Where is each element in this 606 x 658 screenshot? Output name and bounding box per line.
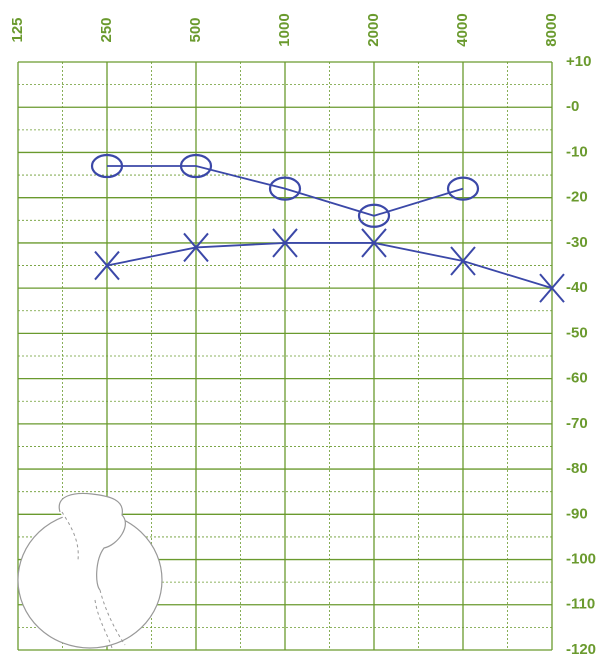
- y-tick-label: -100: [566, 551, 596, 568]
- y-tick-label: -10: [566, 143, 588, 160]
- y-tick-label: -70: [566, 415, 588, 432]
- series-line: [106, 242, 553, 290]
- y-tick-label: -50: [566, 324, 588, 341]
- marker-x: [272, 228, 298, 258]
- marker-x: [539, 273, 565, 303]
- y-tick-label: +10: [566, 53, 591, 70]
- x-tick-label: 250: [98, 17, 115, 42]
- y-tick-label: -80: [566, 460, 588, 477]
- y-tick-label: -40: [566, 279, 588, 296]
- y-tick-label: -60: [566, 370, 588, 387]
- marker-x: [361, 228, 387, 258]
- x-tick-label: 500: [187, 17, 204, 42]
- y-tick-label: -120: [566, 641, 596, 658]
- x-tick-label: 125: [9, 17, 26, 42]
- marker-o: [357, 203, 391, 228]
- marker-x: [94, 250, 120, 281]
- x-tick-label: 1000: [276, 13, 293, 46]
- data-marks: [90, 153, 565, 303]
- grid: [17, 61, 553, 651]
- marker-o: [90, 153, 124, 179]
- series-line: [107, 165, 464, 217]
- marker-o: [268, 176, 302, 201]
- ear-detail: [61, 511, 126, 649]
- ear-canal: [58, 492, 126, 591]
- marker-x: [450, 246, 476, 276]
- y-tick-label: -90: [566, 505, 588, 522]
- y-tick-label: -110: [566, 596, 595, 613]
- x-tick-label: 8000: [543, 13, 560, 46]
- marker-o: [179, 153, 213, 179]
- y-tick-label: -30: [566, 234, 588, 251]
- y-tick-label: -20: [566, 189, 588, 206]
- marker-x: [183, 232, 209, 263]
- x-tick-label: 4000: [454, 13, 471, 46]
- x-tick-label: 2000: [365, 13, 382, 46]
- marker-o: [446, 176, 480, 201]
- y-tick-label: -0: [566, 98, 579, 115]
- ear-icon: [17, 492, 163, 649]
